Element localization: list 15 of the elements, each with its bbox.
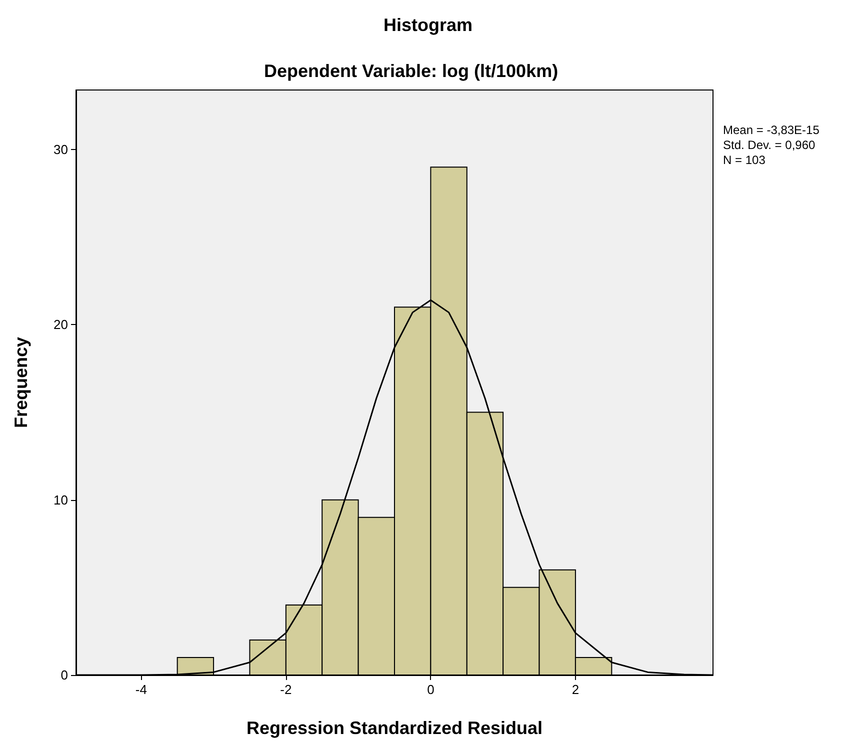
y-tick-label: 20 xyxy=(54,317,68,332)
text: N = 103 xyxy=(723,153,766,167)
y-tick-label: 0 xyxy=(60,668,68,682)
x-tick-label: 0 xyxy=(427,682,434,697)
y-tick-label: 10 xyxy=(54,492,68,508)
chart-title: Histogram xyxy=(383,15,473,35)
x-tick-label: -4 xyxy=(135,682,147,697)
text: Mean = -3,83E-15 xyxy=(723,123,820,137)
text: Std. Dev. = 0,960 xyxy=(723,138,816,152)
chart-subtitle: Dependent Variable: log (lt/100km) xyxy=(264,61,558,81)
x-tick-label: -2 xyxy=(280,682,292,697)
x-axis-title: Regression Standardized Residual xyxy=(246,718,543,738)
x-tick-label: 2 xyxy=(572,682,580,697)
y-axis-title: Frequency xyxy=(11,336,31,428)
y-tick-label: 30 xyxy=(54,142,68,158)
